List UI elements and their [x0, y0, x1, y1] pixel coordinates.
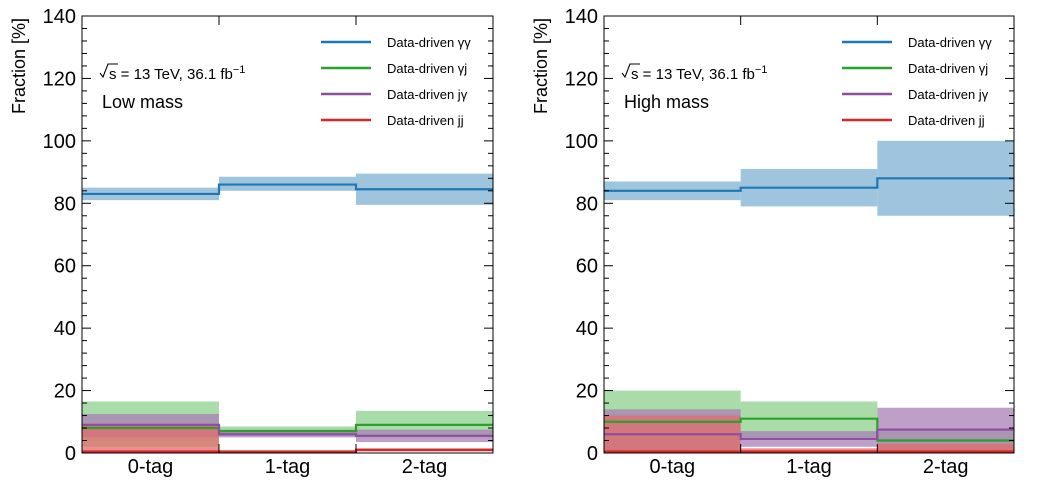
- legend-entry-2: Data-driven γj: [387, 61, 467, 76]
- uncertainty-band-4-bin-1: [82, 424, 219, 453]
- chart-panel-2: 0 20 40 60 80 100 120 140 0-tag 1-tag 2-tag Fractio…: [531, 6, 1015, 478]
- y-axis-label: Fraction [%]: [9, 18, 29, 114]
- series-line-3: [604, 428, 1014, 441]
- y-tick-label: 60: [576, 256, 598, 278]
- series-line-2: [604, 417, 1014, 442]
- legend-entry-1: Data-driven γγ: [908, 35, 992, 50]
- series-line-1: [604, 177, 1014, 192]
- x-category-label: 1-tag: [786, 456, 832, 478]
- legend-entry-2: Data-driven γj: [908, 61, 988, 76]
- energy-label: s = 13 TeV, 36.1 fb−1: [109, 64, 245, 83]
- y-tick-label: 40: [576, 318, 598, 340]
- x-category-label: 2-tag: [923, 456, 969, 478]
- series-line-1: [82, 183, 493, 196]
- x-category-label: 0-tag: [128, 456, 174, 478]
- y-tick-label: 20: [54, 381, 76, 403]
- plot-frame: [603, 15, 1015, 454]
- energy-label: s = 13 TeV, 36.1 fb−1: [631, 64, 767, 83]
- y-tick-label: 0: [65, 443, 76, 465]
- y-tick-label: 40: [54, 318, 76, 340]
- legend-entry-1: Data-driven γγ: [387, 35, 471, 50]
- y-tick-label: 100: [43, 131, 76, 153]
- y-axis-label: Fraction [%]: [531, 18, 551, 114]
- sqrt-symbol: [99, 63, 118, 79]
- legend-entry-3: Data-driven jγ: [908, 87, 989, 102]
- chart-panel-1: 0 20 40 60 80 100 120 140 0-tag 1-tag 2-tag Fractio…: [9, 6, 494, 478]
- y-tick-label: 140: [565, 6, 598, 28]
- y-tick-label: 80: [54, 193, 76, 215]
- panel-label: High mass: [624, 92, 709, 112]
- plot-frame: [81, 15, 494, 454]
- x-category-label: 0-tag: [650, 456, 696, 478]
- legend-entry-4: Data-driven jj: [387, 113, 464, 128]
- y-tick-label: 60: [54, 256, 76, 278]
- y-tick-label: 140: [43, 6, 76, 28]
- y-tick-label: 20: [576, 381, 598, 403]
- y-tick-label: 120: [565, 68, 598, 90]
- y-tick-label: 0: [587, 443, 598, 465]
- series-line-3: [82, 423, 493, 437]
- legend-entry-3: Data-driven jγ: [387, 87, 468, 102]
- series-line-2: [82, 423, 493, 433]
- sqrt-symbol: [621, 63, 640, 79]
- y-tick-label: 100: [565, 131, 598, 153]
- x-category-label: 1-tag: [265, 456, 311, 478]
- y-tick-label: 120: [43, 68, 76, 90]
- legend-entry-4: Data-driven jj: [908, 113, 985, 128]
- x-category-label: 2-tag: [402, 456, 448, 478]
- panel-label: Low mass: [102, 92, 183, 112]
- y-tick-label: 80: [576, 193, 598, 215]
- uncertainty-band-4-bin-3: [877, 443, 1014, 453]
